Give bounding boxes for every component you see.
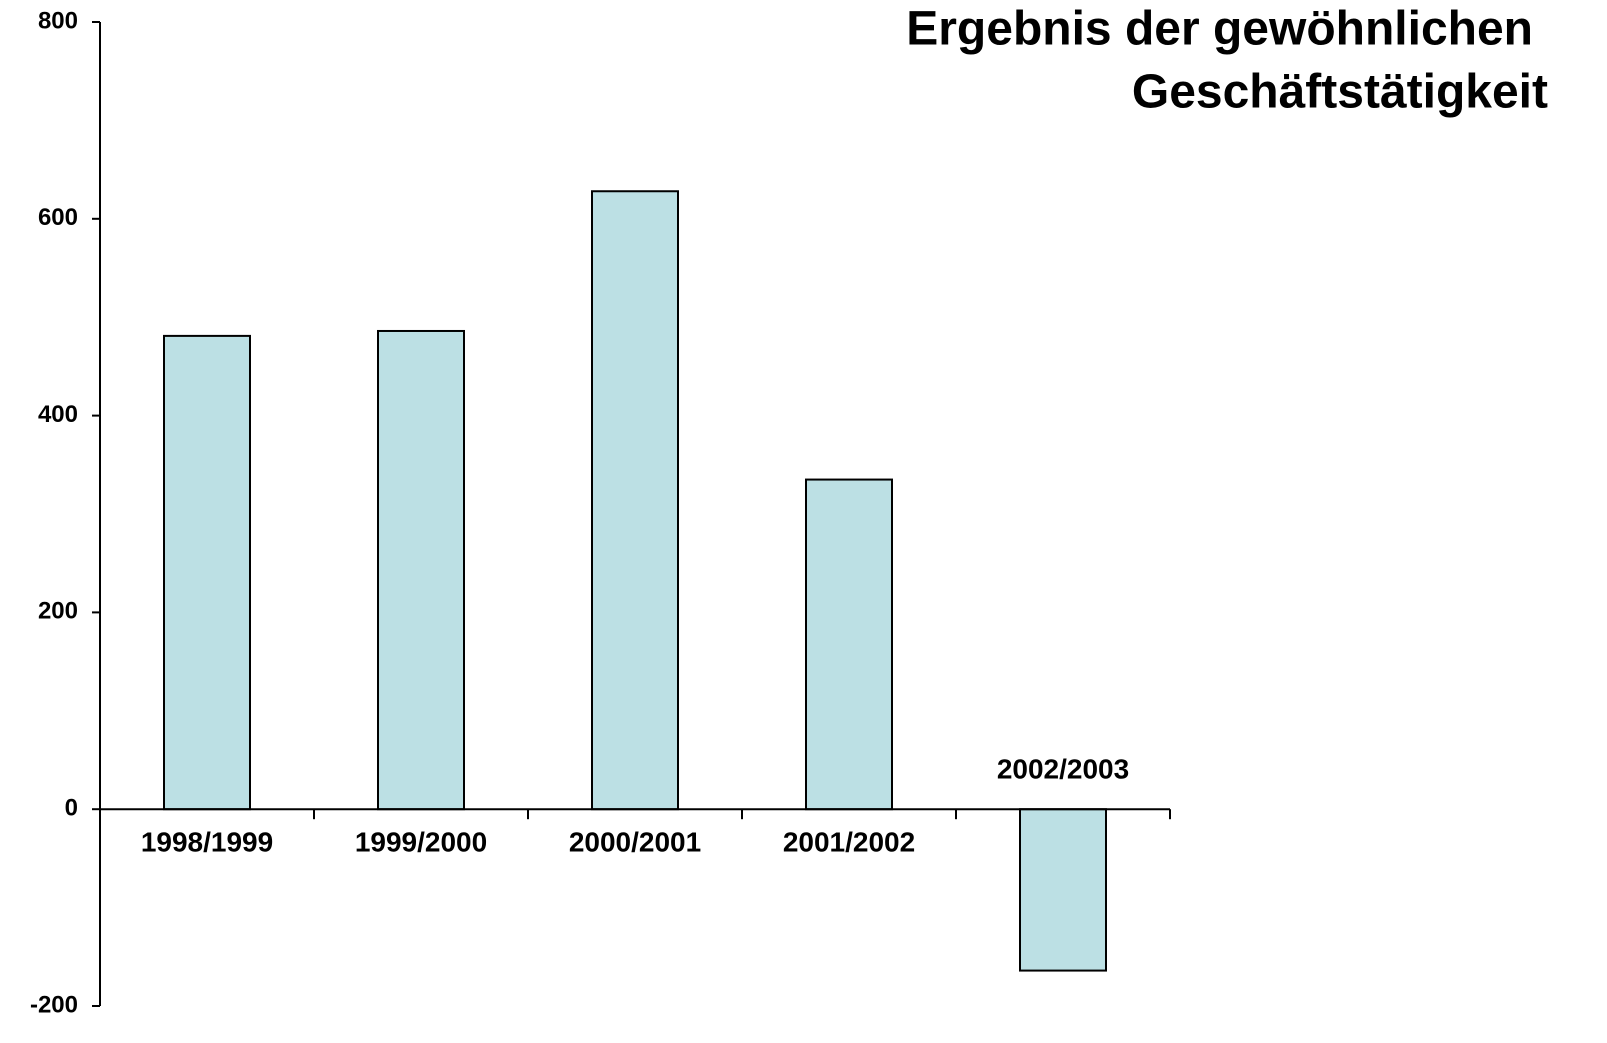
y-tick-label: 400 xyxy=(38,401,78,428)
x-tick-label: 2001/2002 xyxy=(783,827,915,858)
x-tick-label: 1998/1999 xyxy=(141,827,273,858)
y-tick-label: 600 xyxy=(38,204,78,231)
x-tick-label: 1999/2000 xyxy=(355,827,487,858)
chart-title: Geschäftstätigkeit xyxy=(1132,66,1548,119)
y-tick-label: 800 xyxy=(38,7,78,34)
y-tick-label: 0 xyxy=(65,795,78,822)
x-tick-label: 2000/2001 xyxy=(569,827,701,858)
bar xyxy=(377,329,465,811)
chart-title: Ergebnis der gewöhnlichen xyxy=(906,3,1533,56)
bar xyxy=(805,478,893,811)
bar xyxy=(591,190,679,811)
bar xyxy=(1019,808,1107,972)
bar xyxy=(163,334,251,811)
y-tick-label: 200 xyxy=(38,598,78,625)
y-tick-label: -200 xyxy=(30,991,78,1018)
x-tick-label: 2002/2003 xyxy=(997,754,1129,785)
